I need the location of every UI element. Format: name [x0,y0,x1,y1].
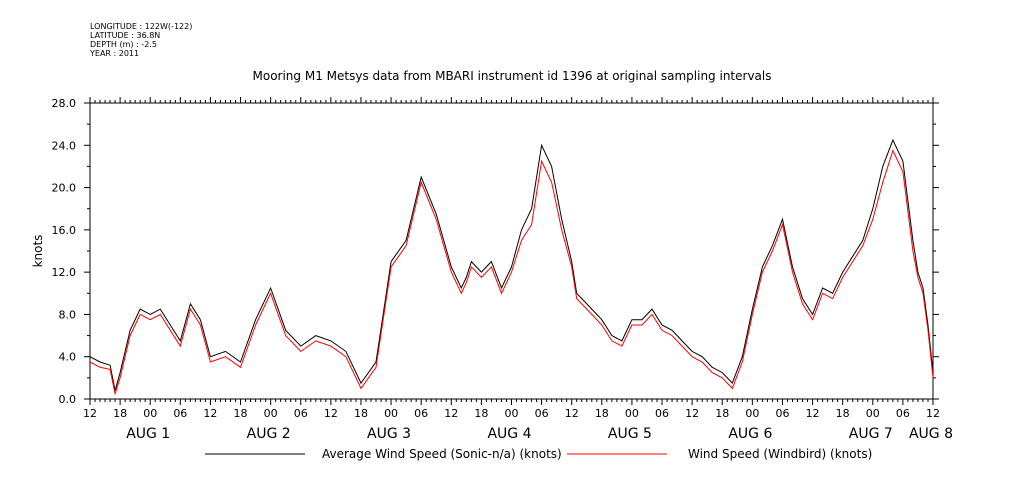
y-tick-label: 20.0 [52,182,77,195]
x-hour-label: 00 [866,407,880,420]
tick-labels: 0.0 4.0 8.0 12.0 16.0 20.0 24.0 28.0 12 18 00 06 12 1… [52,97,954,442]
x-hour-label: 12 [324,407,338,420]
x-hour-label: 12 [203,407,217,420]
y-tick-label: 24.0 [52,139,77,152]
y-tick-label: 4.0 [59,351,77,364]
chart-title: Mooring M1 Metsys data from MBARI instru… [253,69,772,83]
x-hour-label: 18 [354,407,368,420]
y-axis-label: knots [31,235,45,268]
x-day-label: AUG 4 [487,426,531,442]
y-tick-label: 12.0 [52,266,77,279]
x-hour-label: 00 [384,407,398,420]
x-hour-label: 18 [113,407,127,420]
x-hour-label: 06 [655,407,669,420]
x-hour-label: 00 [625,407,639,420]
x-hour-label: 06 [414,407,428,420]
x-hour-label: 18 [474,407,488,420]
x-day-label: AUG 2 [247,426,291,442]
x-hour-label: 18 [836,407,850,420]
x-hour-label: 00 [264,407,278,420]
y-tick-label: 16.0 [52,224,77,237]
legend-label-windbird: Wind Speed (Windbird) (knots) [688,447,872,461]
legend: Average Wind Speed (Sonic-n/a) (knots) W… [205,447,872,461]
y-tick-label: 8.0 [59,308,77,321]
depth-text: DEPTH (m) : -2.5 [90,40,157,49]
y-tick-label: 0.0 [59,393,77,406]
legend-label-average: Average Wind Speed (Sonic-n/a) (knots) [322,447,562,461]
longitude-text: LONGITUDE : 122W(-122) [90,22,193,31]
x-hour-label: 12 [685,407,699,420]
series-line-average-wind [89,138,934,391]
x-hour-label: 12 [926,407,940,420]
x-hour-label: 18 [234,407,248,420]
x-hour-label: 12 [806,407,820,420]
latitude-text: LATITUDE : 36.8N [90,31,161,40]
x-hour-label: 06 [173,407,187,420]
x-hour-label: 06 [775,407,789,420]
x-hour-label: 12 [565,407,579,420]
x-hour-label: 06 [896,407,910,420]
x-day-label: AUG 8 [909,426,953,442]
x-hour-label: 06 [294,407,308,420]
x-day-label: AUG 3 [367,426,411,442]
x-hour-label: 12 [444,407,458,420]
x-hour-label: 18 [715,407,729,420]
year-text: YEAR : 2011 [90,49,140,58]
x-hour-label: 00 [745,407,759,420]
series-layer [89,138,934,396]
x-day-label: AUG 6 [728,426,772,442]
x-hour-label: 00 [143,407,157,420]
y-tick-label: 28.0 [52,97,77,110]
x-day-label: AUG 5 [608,426,652,442]
metadata-block: LONGITUDE : 122W(-122) LATITUDE : 36.8N … [90,22,192,58]
x-hour-label: 12 [83,407,97,420]
x-day-label: AUG 7 [849,426,893,442]
x-day-label: AUG 1 [126,426,170,442]
x-hour-label: 00 [505,407,519,420]
x-hour-label: 18 [595,407,609,420]
x-hour-label: 06 [535,407,549,420]
axes-frame [84,97,939,405]
series-line-windbird [89,149,934,396]
